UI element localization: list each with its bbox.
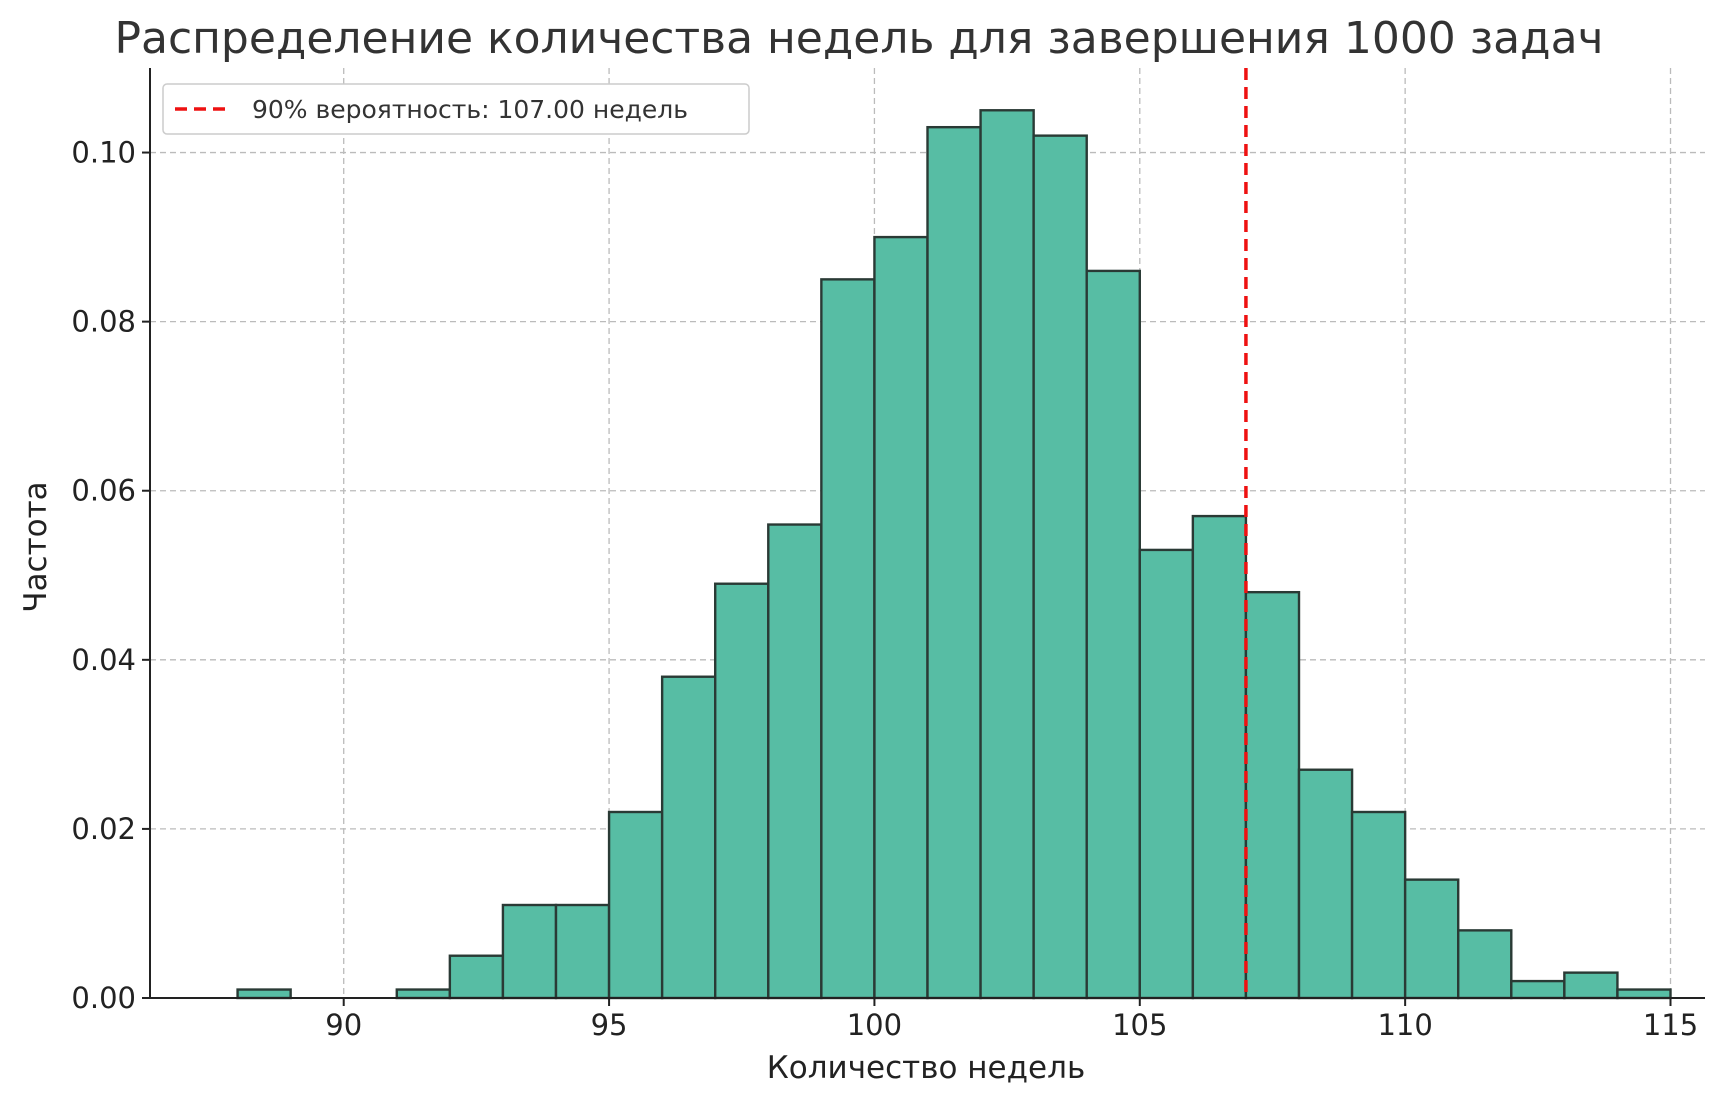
histogram-bar — [448, 954, 505, 1000]
histogram-bar — [1085, 269, 1141, 1000]
y-tick-label: 0.00 — [71, 981, 136, 1015]
legend-entry-label: 90% вероятность: 107.00 недель — [252, 95, 688, 124]
x-tick-label: 95 — [591, 1008, 628, 1042]
histogram-bar — [1616, 988, 1672, 1000]
x-axis-label: Количество недель — [767, 1050, 1085, 1086]
histogram-bar — [979, 109, 1035, 1000]
histogram-bars — [236, 109, 1672, 1000]
histogram-bar — [554, 903, 611, 1000]
histogram-bar — [1563, 971, 1619, 1000]
y-tick-label: 0.08 — [71, 305, 136, 339]
histogram-bar — [714, 582, 770, 1000]
y-axis-ticks: 0.00 0.02 0.04 0.06 0.08 0.10 — [71, 136, 150, 1015]
histogram-bar — [1403, 878, 1460, 1000]
histogram-bar — [767, 523, 823, 1000]
x-tick-label: 115 — [1643, 1008, 1698, 1042]
x-axis-ticks: 90 95 100 105 110 115 — [325, 998, 1698, 1042]
histogram-bar — [236, 988, 292, 1000]
histogram-bar — [1350, 810, 1407, 1000]
histogram-bar — [820, 278, 876, 1000]
x-tick-label: 110 — [1377, 1008, 1432, 1042]
y-tick-label: 0.02 — [71, 812, 136, 846]
histogram-bar — [1191, 514, 1248, 1000]
histogram-bar — [1032, 134, 1088, 1000]
histogram-bar — [873, 235, 929, 1000]
histogram-bar — [1510, 979, 1566, 1000]
y-tick-label: 0.06 — [71, 474, 136, 508]
histogram-bar — [1457, 929, 1513, 1000]
y-axis-label: Частота — [18, 481, 54, 612]
legend: 90% вероятность: 107.00 недель — [162, 83, 750, 135]
x-tick-label: 90 — [325, 1008, 362, 1042]
histogram-bar — [1297, 768, 1354, 1000]
x-tick-label: 100 — [847, 1008, 902, 1042]
chart-title: Распределение количества недель для заве… — [114, 13, 1603, 64]
histogram-bar — [1138, 548, 1195, 1000]
legend-box — [162, 83, 750, 135]
y-tick-label: 0.04 — [71, 643, 136, 677]
histogram-bar — [395, 988, 452, 1000]
y-tick-label: 0.10 — [71, 136, 136, 170]
x-tick-label: 105 — [1112, 1008, 1167, 1042]
histogram-bar — [501, 903, 558, 1000]
histogram-bar — [1244, 590, 1301, 1000]
axes — [149, 68, 1705, 999]
histogram-bar — [607, 810, 664, 1000]
histogram-bar — [926, 125, 982, 1000]
histogram-bar — [660, 675, 717, 1000]
